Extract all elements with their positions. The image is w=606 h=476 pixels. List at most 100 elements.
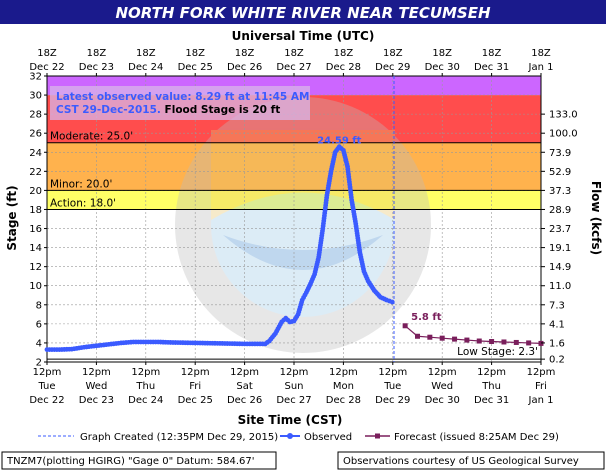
forecast-point bbox=[526, 340, 532, 346]
top-tick-time: 18Z bbox=[531, 48, 551, 59]
bottom-tick-date: Dec 23 bbox=[79, 395, 114, 406]
top-tick-time: 18Z bbox=[284, 48, 304, 59]
y-tick-label: 30 bbox=[29, 91, 42, 102]
annotation-line2: CST 29-Dec-2015. Flood Stage is 20 ft bbox=[56, 104, 280, 116]
top-tick-time: 18Z bbox=[87, 48, 107, 59]
top-tick-date: Dec 26 bbox=[227, 62, 262, 73]
y-tick-label: 32 bbox=[29, 72, 42, 83]
forecast-point bbox=[501, 339, 507, 345]
bottom-tick-date: Dec 30 bbox=[425, 395, 460, 406]
footer-right-box bbox=[337, 451, 605, 470]
top-tick-time: 18Z bbox=[235, 48, 255, 59]
legend-created-label: Graph Created (12:35PM Dec 29, 2015) bbox=[80, 432, 278, 443]
y-tick-label: 28 bbox=[29, 110, 42, 121]
forecast-point bbox=[427, 334, 433, 340]
forecast-point bbox=[452, 336, 458, 342]
y-tick-label: 14 bbox=[29, 243, 42, 254]
forecast-point bbox=[513, 339, 519, 345]
top-tick-time: 18Z bbox=[383, 48, 403, 59]
y-tick-label: 2 bbox=[36, 358, 42, 369]
annotation-line2b: Flood Stage is 20 ft bbox=[161, 104, 280, 116]
bottom-tick-day: Mon bbox=[333, 381, 354, 392]
flow-tick-label: 7.3 bbox=[549, 300, 565, 311]
top-axis-ticks: 18Z Dec 22 18Z Dec 23 18Z Dec 24 18Z Dec 25 18Z D… bbox=[29, 48, 553, 76]
footer-left-text: TNZM7(plotting HGIRG) "Gage 0" Datum: 58… bbox=[6, 456, 254, 467]
peak-label: 24.59 ft bbox=[317, 136, 361, 147]
bottom-tick-time: 12pm bbox=[82, 367, 111, 378]
title-bar bbox=[0, 0, 606, 24]
flow-tick-label: 133.0 bbox=[549, 110, 578, 121]
bottom-tick-date: Dec 26 bbox=[227, 395, 262, 406]
y-tick-label: 16 bbox=[29, 224, 42, 235]
top-tick-date: Dec 27 bbox=[276, 62, 311, 73]
stage-band-1 bbox=[47, 190, 541, 210]
annotation-box bbox=[50, 86, 310, 120]
flow-tick-label: 0.2 bbox=[549, 355, 565, 366]
y-tick-label: 10 bbox=[29, 281, 42, 292]
flow-tick-label: 28.9 bbox=[549, 205, 571, 216]
bottom-tick-date: Dec 31 bbox=[474, 395, 509, 406]
y-tick-label: 24 bbox=[29, 148, 42, 159]
forecast-point bbox=[439, 335, 445, 341]
footer-left-box bbox=[1, 451, 277, 470]
bottom-tick-date: Dec 25 bbox=[178, 395, 213, 406]
bottom-tick-time: 12pm bbox=[181, 367, 210, 378]
threshold-label-2: Action: 18.0' bbox=[50, 197, 116, 209]
forecast-point bbox=[402, 323, 408, 329]
top-tick-date: Dec 29 bbox=[375, 62, 410, 73]
forecast-point bbox=[464, 337, 470, 343]
threshold-label-1: Minor: 20.0' bbox=[50, 178, 112, 190]
flow-tick-label: 11.0 bbox=[549, 281, 571, 292]
annotation-line1: Latest observed value: 8.29 ft at 11:45 … bbox=[56, 91, 309, 103]
legend-observed-marker bbox=[287, 433, 293, 439]
top-tick-time: 18Z bbox=[432, 48, 452, 59]
flow-tick-label: 52.9 bbox=[549, 167, 571, 178]
x-axis-title: Site Time (CST) bbox=[238, 413, 343, 427]
bottom-tick-date: Dec 24 bbox=[128, 395, 163, 406]
bottom-tick-day: Sat bbox=[236, 381, 252, 392]
footer-right-text: Observations courtesy of US Geological S… bbox=[343, 456, 579, 467]
bottom-axis-ticks: 12pm Tue Dec 22 12pm Wed Dec 23 12pm Thu Dec 24 1… bbox=[29, 362, 555, 406]
annotation-line2a: CST 29-Dec-2015. bbox=[56, 104, 161, 116]
flow-tick-label: 4.1 bbox=[549, 319, 565, 330]
bottom-tick-day: Fri bbox=[535, 381, 547, 392]
bottom-tick-day: Wed bbox=[85, 381, 107, 392]
bottom-tick-date: Dec 22 bbox=[29, 395, 64, 406]
legend: Graph Created (12:35PM Dec 29, 2015) Obs… bbox=[38, 432, 559, 443]
y-tick-label: 8 bbox=[36, 300, 42, 311]
top-tick-date: Dec 30 bbox=[425, 62, 460, 73]
threshold-labels: Moderate: 25.0' Minor: 20.0' Action: 18.0'… bbox=[50, 131, 538, 358]
bottom-tick-day: Tue bbox=[383, 381, 401, 392]
y-tick-label: 26 bbox=[29, 129, 42, 140]
top-tick-date: Dec 28 bbox=[326, 62, 361, 73]
flow-tick-label: 100.0 bbox=[549, 129, 578, 140]
forecast-series bbox=[402, 323, 544, 346]
legend-observed-label: Observed bbox=[304, 432, 352, 443]
top-axis-title: Universal Time (UTC) bbox=[232, 29, 375, 43]
y-tick-label: 18 bbox=[29, 205, 42, 216]
top-tick-time: 18Z bbox=[37, 48, 57, 59]
logo-bird bbox=[223, 235, 383, 270]
bottom-tick-date: Dec 28 bbox=[326, 395, 361, 406]
top-tick-date: Dec 24 bbox=[128, 62, 163, 73]
logo-outer-ring bbox=[175, 97, 431, 353]
flow-tick-label: 37.3 bbox=[549, 186, 571, 197]
top-tick-date: Dec 23 bbox=[79, 62, 114, 73]
observed-point bbox=[389, 299, 395, 305]
bottom-tick-day: Tue bbox=[37, 381, 55, 392]
flow-tick-label: 14.9 bbox=[549, 262, 571, 273]
forecast-point bbox=[415, 333, 420, 339]
y-tick-label: 22 bbox=[29, 167, 42, 178]
forecast-first-label: 5.8 ft bbox=[411, 312, 442, 323]
chart-title: NORTH FORK WHITE RIVER NEAR TECUMSEH bbox=[115, 4, 491, 22]
bottom-tick-date: Jan 1 bbox=[528, 395, 554, 406]
bottom-tick-time: 12pm bbox=[527, 367, 556, 378]
observed-series bbox=[44, 144, 395, 353]
flow-tick-label: 73.9 bbox=[549, 148, 571, 159]
forecast-point bbox=[489, 339, 495, 345]
stage-band-2 bbox=[47, 142, 541, 191]
flow-tick-label: 23.7 bbox=[549, 224, 571, 235]
low-stage-label: Low Stage: 2.3' bbox=[457, 346, 538, 358]
